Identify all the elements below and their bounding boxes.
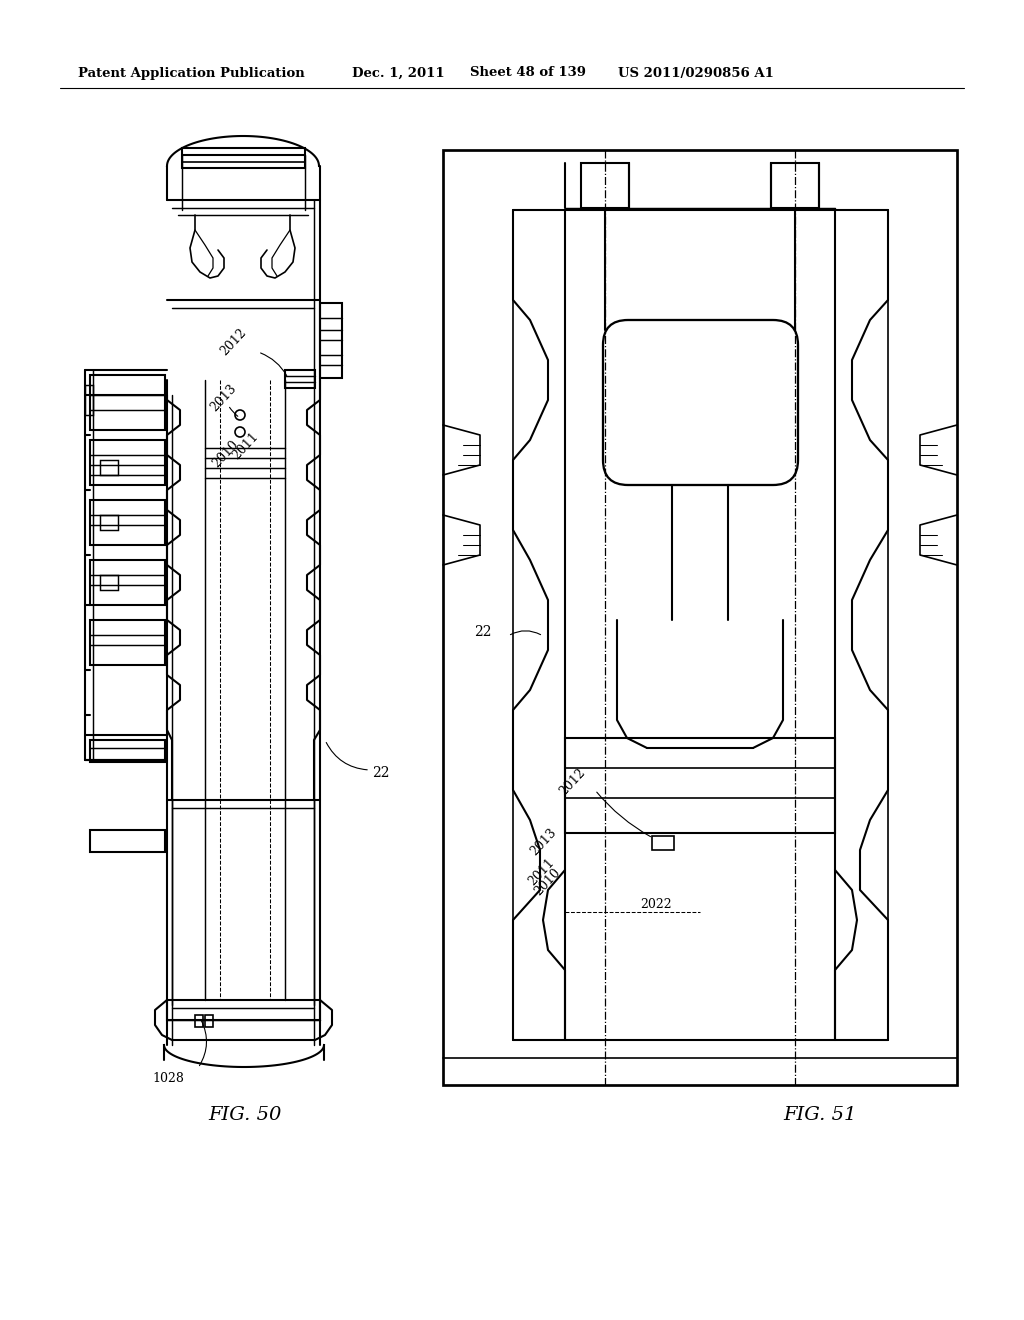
Text: 2010: 2010: [532, 866, 563, 898]
Bar: [90, 620, 165, 665]
Text: 2013: 2013: [528, 826, 559, 858]
Bar: [565, 738, 835, 833]
Bar: [182, 148, 305, 168]
Text: 2012: 2012: [557, 766, 588, 799]
Bar: [205, 1015, 213, 1027]
Bar: [581, 162, 629, 209]
Bar: [319, 304, 342, 378]
Text: 2011: 2011: [526, 855, 557, 888]
Bar: [100, 576, 118, 590]
Bar: [90, 830, 165, 851]
Text: 22: 22: [372, 766, 389, 780]
Bar: [90, 440, 165, 484]
Text: 2010: 2010: [210, 438, 242, 470]
Bar: [771, 162, 819, 209]
Bar: [85, 385, 93, 414]
Text: US 2011/0290856 A1: US 2011/0290856 A1: [618, 66, 774, 79]
Text: 2022: 2022: [640, 899, 672, 912]
Text: 22: 22: [474, 624, 492, 639]
Bar: [195, 1015, 203, 1027]
Bar: [90, 560, 165, 605]
Bar: [652, 836, 674, 850]
Bar: [90, 741, 165, 762]
Bar: [285, 370, 315, 388]
Bar: [90, 375, 165, 430]
Bar: [90, 500, 165, 545]
Bar: [100, 515, 118, 531]
Text: 1028: 1028: [152, 1072, 184, 1085]
Text: Dec. 1, 2011: Dec. 1, 2011: [352, 66, 444, 79]
Text: 2012: 2012: [218, 326, 249, 358]
Bar: [443, 150, 957, 1085]
Bar: [100, 459, 118, 475]
Text: Sheet 48 of 139: Sheet 48 of 139: [470, 66, 586, 79]
Text: 2011: 2011: [230, 430, 261, 462]
Text: Patent Application Publication: Patent Application Publication: [78, 66, 305, 79]
Text: 2013: 2013: [208, 381, 240, 414]
Text: FIG. 50: FIG. 50: [208, 1106, 282, 1125]
Text: FIG. 51: FIG. 51: [783, 1106, 857, 1125]
Bar: [167, 1001, 319, 1020]
